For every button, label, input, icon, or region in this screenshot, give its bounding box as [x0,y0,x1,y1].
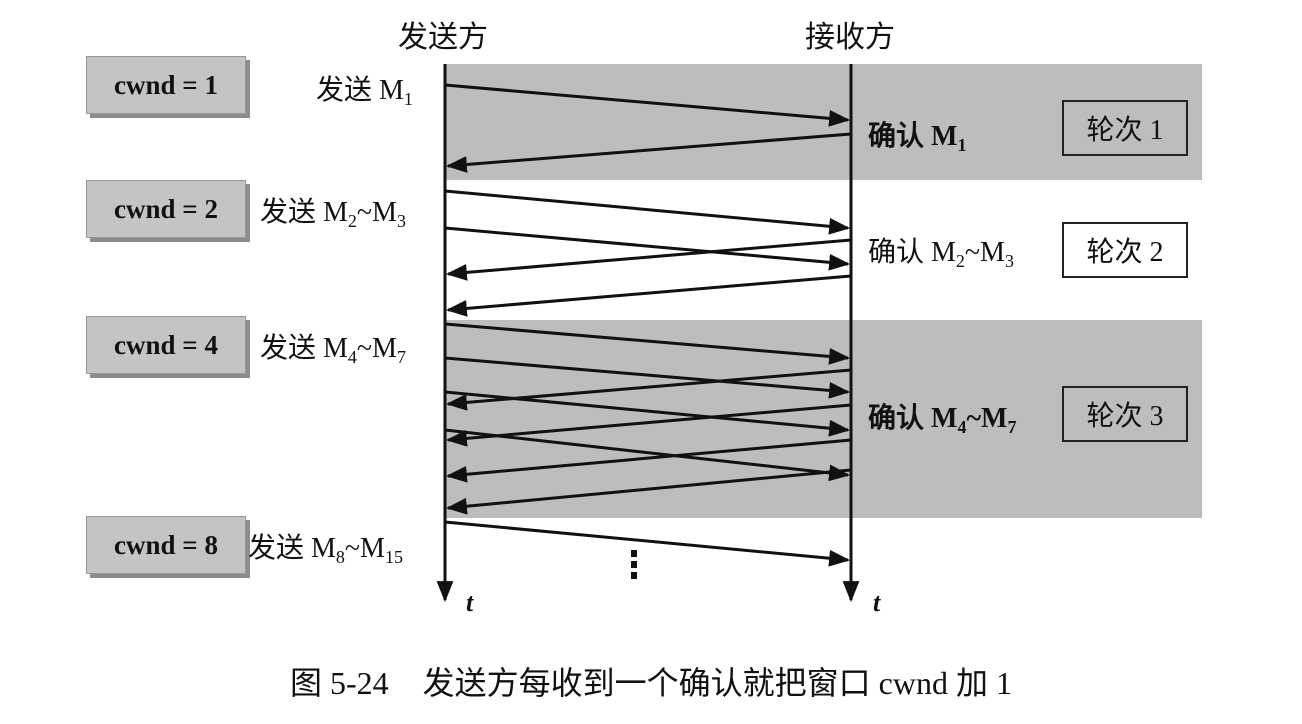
send-label-2: 发送 M2~M3 [260,190,406,232]
continuation-ellipsis [626,550,642,583]
segment-arrow [444,356,851,399]
send-subscript: 1 [403,89,413,109]
sender-header: 发送方 [398,21,488,54]
ack-arrow [445,132,852,173]
segment-arrow [444,189,851,235]
round-label: 轮次 1 [1086,115,1164,146]
ack-tail-subscript: 3 [1004,251,1014,271]
segment-arrow [444,83,851,127]
ack-subscript: 4 [957,417,967,437]
segment-arrow [444,322,851,365]
ack-subscript: 2 [955,251,965,271]
ack-tail: ~M [964,237,1005,268]
send-text: 发送 M [248,533,336,564]
send-tail: ~M [344,533,385,564]
ack-label-2: 确认 M2~M3 [868,230,1014,272]
round-label: 轮次 3 [1086,401,1164,432]
ack-text: 确认 M [868,403,958,434]
ack-label-3: 确认 M4~M7 [868,396,1016,438]
send-text: 发送 M [260,333,348,364]
figure-caption: 图 5-24 发送方每收到一个确认就把窗口 cwnd 加 1 [0,658,1302,704]
cwnd-box-4: cwnd = 4 [86,316,246,374]
cwnd-label: cwnd = 2 [114,193,218,224]
send-label-4: 发送 M8~M15 [248,526,403,568]
send-tail: ~M [356,333,397,364]
round-box-2: 轮次 2 [1062,222,1188,278]
round-box-1: 轮次 1 [1062,100,1188,156]
segment-arrow [444,520,851,567]
cwnd-box-8: cwnd = 8 [86,516,246,574]
ack-arrow [445,274,852,317]
segment-arrow [444,428,851,482]
ack-text: 确认 M [868,237,956,268]
ack-text: 确认 M [868,121,958,152]
sender-time-label: t [466,588,474,617]
send-tail: ~M [356,197,397,228]
segment-arrow [444,226,851,271]
round-1-band [444,64,1202,180]
cwnd-label: cwnd = 1 [114,69,218,100]
receiver-time-label: t [873,588,881,617]
ack-arrow [445,403,852,447]
send-subscript: 4 [347,347,357,367]
cwnd-box-1: cwnd = 1 [86,56,246,114]
send-text: 发送 M [260,197,348,228]
ack-arrow [445,468,852,515]
send-tail-subscript: 7 [396,347,406,367]
ack-arrow [445,368,852,411]
ack-tail: ~M [966,403,1008,434]
send-tail-subscript: 15 [384,547,403,567]
figure-number: 图 5-24 [290,665,389,701]
cwnd-label: cwnd = 4 [114,329,218,360]
ack-subscript: 1 [957,135,967,155]
send-text: 发送 M [316,75,404,106]
send-label-1: 发送 M1 [316,68,413,110]
receiver-header: 接收方 [805,21,895,54]
cwnd-label: cwnd = 8 [114,529,218,560]
ack-arrow [445,238,852,281]
round-label: 轮次 2 [1086,237,1164,268]
figure-title: 发送方每收到一个确认就把窗口 cwnd 加 1 [422,665,1012,701]
ack-label-1: 确认 M1 [868,114,966,156]
send-label-3: 发送 M4~M7 [260,326,406,368]
round-box-3: 轮次 3 [1062,386,1188,442]
cwnd-box-2: cwnd = 2 [86,180,246,238]
send-subscript: 2 [347,211,357,231]
send-tail-subscript: 3 [396,211,406,231]
round-3-band [444,320,1202,518]
send-subscript: 8 [335,547,345,567]
ack-tail-subscript: 7 [1007,417,1017,437]
ack-arrow [445,438,852,483]
